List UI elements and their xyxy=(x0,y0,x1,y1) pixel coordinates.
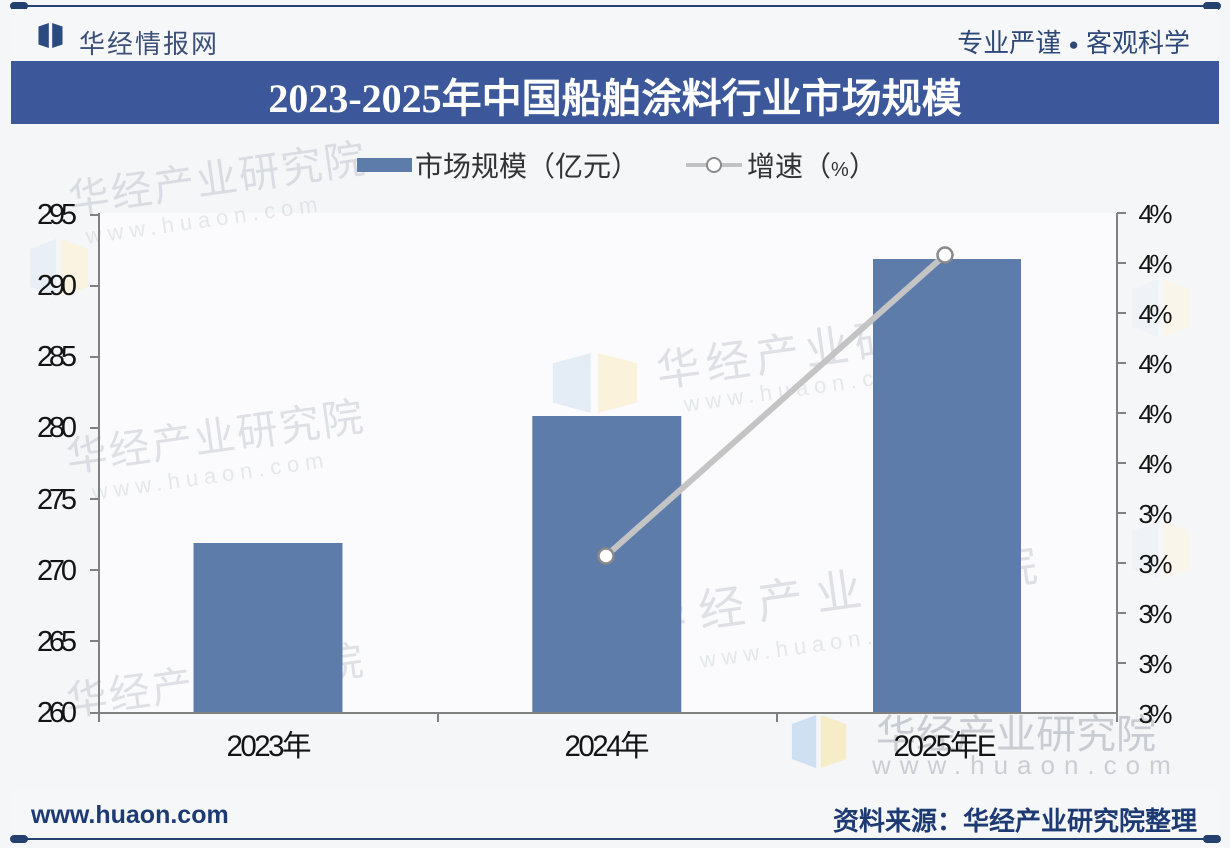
svg-text:290: 290 xyxy=(37,270,77,302)
svg-text:280: 280 xyxy=(37,412,77,444)
svg-text:2025年E: 2025年E xyxy=(894,730,997,763)
svg-text:4%: 4% xyxy=(1139,349,1173,379)
svg-text:3%: 3% xyxy=(1139,599,1173,629)
svg-text:2024年: 2024年 xyxy=(565,730,650,763)
svg-text:4%: 4% xyxy=(1139,399,1173,429)
svg-text:265: 265 xyxy=(37,626,77,658)
svg-text:3%: 3% xyxy=(1139,499,1173,529)
svg-text:4%: 4% xyxy=(1139,299,1173,329)
svg-text:4%: 4% xyxy=(1139,449,1173,479)
svg-text:4%: 4% xyxy=(1139,199,1173,229)
svg-text:2023年: 2023年 xyxy=(227,730,312,763)
svg-text:3%: 3% xyxy=(1139,649,1173,679)
svg-text:260: 260 xyxy=(37,697,77,729)
svg-text:285: 285 xyxy=(37,341,77,373)
svg-text:4%: 4% xyxy=(1139,249,1173,279)
svg-text:3%: 3% xyxy=(1139,699,1173,729)
svg-text:295: 295 xyxy=(37,199,77,231)
svg-text:3%: 3% xyxy=(1139,549,1173,579)
svg-text:270: 270 xyxy=(37,555,77,587)
svg-text:275: 275 xyxy=(37,484,77,516)
